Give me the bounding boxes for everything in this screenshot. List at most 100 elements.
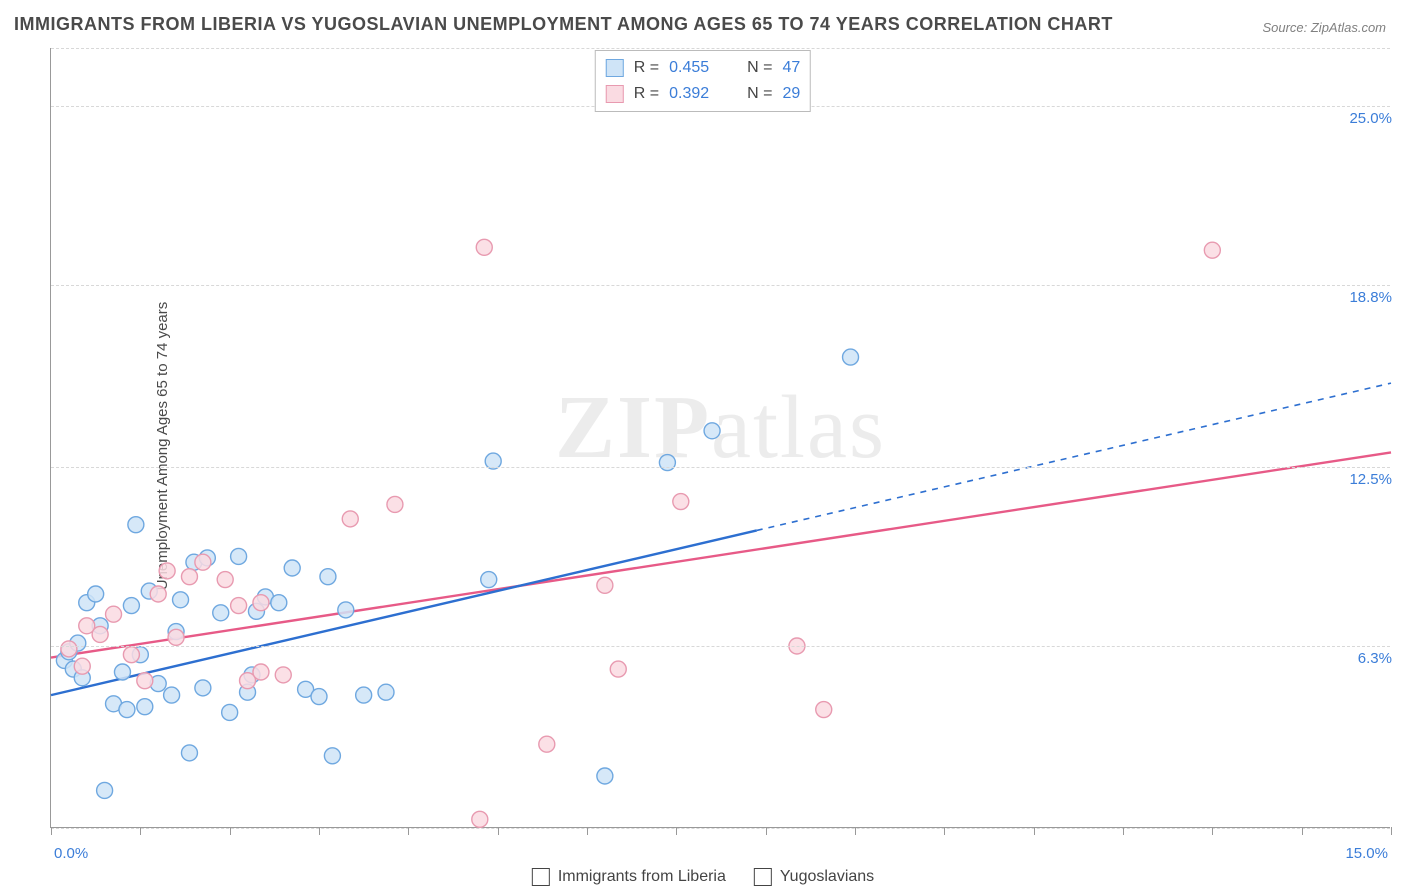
point-yugoslavians [472,811,488,827]
regline-liberia-solid [51,530,757,695]
point-yugoslavians [92,626,108,642]
y-tick-label: 6.3% [1358,650,1392,667]
point-liberia [378,684,394,700]
r-value: 0.455 [669,55,725,81]
point-liberia [181,745,197,761]
x-axis-end: 15.0% [1345,845,1388,862]
point-liberia [231,548,247,564]
legend-item-liberia: Immigrants from Liberia [532,868,726,886]
n-value: 29 [782,81,800,107]
x-tick [766,827,767,835]
gridline [51,285,1390,286]
point-liberia [173,592,189,608]
x-tick [230,827,231,835]
point-liberia [119,702,135,718]
point-yugoslavians [539,736,555,752]
point-liberia [164,687,180,703]
y-tick-label: 25.0% [1349,110,1392,127]
r-value: 0.392 [669,81,725,107]
y-tick-label: 12.5% [1349,471,1392,488]
swatch-liberia [532,868,550,886]
stats-row-yugoslavians: R = 0.392 N = 29 [606,81,800,107]
point-yugoslavians [106,606,122,622]
x-tick [1212,827,1213,835]
x-tick [1302,827,1303,835]
chart-title: IMMIGRANTS FROM LIBERIA VS YUGOSLAVIAN U… [14,14,1113,35]
point-yugoslavians [61,641,77,657]
x-tick [944,827,945,835]
point-yugoslavians [816,702,832,718]
point-liberia [213,605,229,621]
r-label: R = [634,55,659,81]
legend-label-yugoslavians: Yugoslavians [780,868,874,886]
point-liberia [659,455,675,471]
n-label: N = [747,81,772,107]
point-yugoslavians [217,572,233,588]
bottom-legend: Immigrants from Liberia Yugoslavians [532,868,874,886]
n-value: 47 [782,55,800,81]
x-tick [587,827,588,835]
point-yugoslavians [150,586,166,602]
x-tick [408,827,409,835]
point-yugoslavians [1204,242,1220,258]
point-yugoslavians [74,658,90,674]
point-liberia [271,595,287,611]
point-yugoslavians [597,577,613,593]
x-tick [319,827,320,835]
point-yugoslavians [195,554,211,570]
point-yugoslavians [123,647,139,663]
gridline [51,828,1390,829]
stats-row-liberia: R = 0.455 N = 47 [606,55,800,81]
regline-yugoslavians [51,452,1391,657]
chart-container: IMMIGRANTS FROM LIBERIA VS YUGOSLAVIAN U… [0,0,1406,892]
point-liberia [222,704,238,720]
point-yugoslavians [387,496,403,512]
point-liberia [284,560,300,576]
point-yugoslavians [253,664,269,680]
point-liberia [123,598,139,614]
point-liberia [597,768,613,784]
point-liberia [311,689,327,705]
point-liberia [195,680,211,696]
point-yugoslavians [610,661,626,677]
x-tick [140,827,141,835]
point-liberia [704,423,720,439]
point-yugoslavians [673,494,689,510]
legend-label-liberia: Immigrants from Liberia [558,868,726,886]
x-tick [1123,827,1124,835]
y-tick-label: 18.8% [1349,289,1392,306]
point-liberia [324,748,340,764]
gridline [51,646,1390,647]
point-yugoslavians [231,598,247,614]
x-tick [51,827,52,835]
point-yugoslavians [342,511,358,527]
swatch-yugoslavians [754,868,772,886]
point-liberia [338,602,354,618]
point-liberia [114,664,130,680]
point-yugoslavians [476,239,492,255]
gridline [51,467,1390,468]
x-tick [855,827,856,835]
point-liberia [137,699,153,715]
n-label: N = [747,55,772,81]
gridline [51,48,1390,49]
plot-area: ZIPatlas 6.3%12.5%18.8%25.0% [50,48,1390,828]
point-liberia [97,782,113,798]
x-tick [498,827,499,835]
point-liberia [88,586,104,602]
legend-item-yugoslavians: Yugoslavians [754,868,874,886]
point-yugoslavians [275,667,291,683]
swatch-yugoslavians [606,85,624,103]
source-label: Source: ZipAtlas.com [1262,20,1386,35]
point-yugoslavians [159,563,175,579]
plot-svg [51,48,1390,827]
point-yugoslavians [137,673,153,689]
point-liberia [128,517,144,533]
r-label: R = [634,81,659,107]
point-yugoslavians [168,629,184,645]
point-liberia [481,572,497,588]
swatch-liberia [606,59,624,77]
point-yugoslavians [253,595,269,611]
regline-liberia-dashed [757,383,1391,530]
point-liberia [356,687,372,703]
